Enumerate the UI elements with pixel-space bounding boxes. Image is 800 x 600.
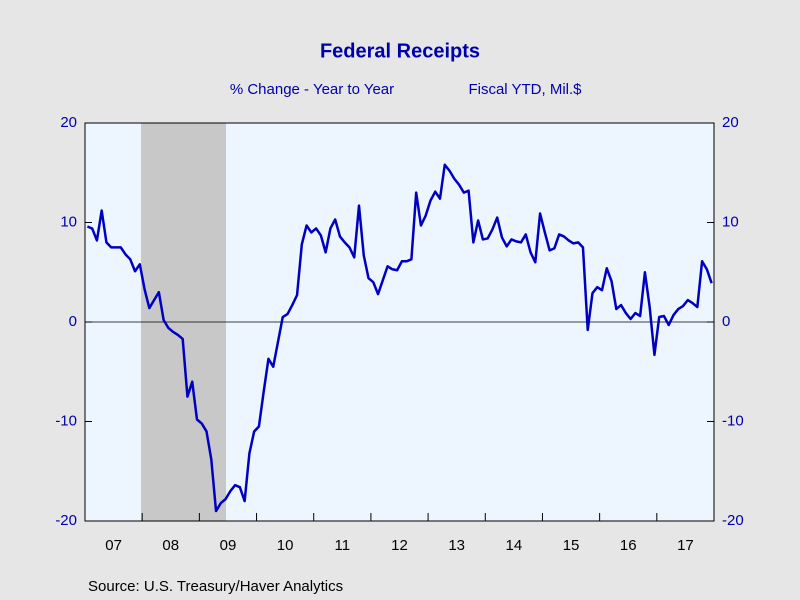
y-tick-label: -10 bbox=[55, 412, 77, 429]
plot-frame bbox=[84, 122, 715, 522]
y2-tick-label: -20 bbox=[722, 512, 744, 529]
x-tick-label: 16 bbox=[620, 537, 637, 554]
y2-tick-label: 10 bbox=[722, 213, 739, 230]
x-tick-label: 13 bbox=[448, 537, 465, 554]
x-tick-label: 14 bbox=[506, 537, 523, 554]
x-tick-label: 10 bbox=[277, 537, 294, 554]
y-tick-label: 20 bbox=[60, 114, 77, 131]
subtitle: Fiscal YTD, Mil.$ bbox=[468, 81, 582, 98]
chart-title: Federal Receipts bbox=[320, 40, 480, 62]
x-tick-label: 07 bbox=[105, 537, 122, 554]
x-tick-label: 09 bbox=[220, 537, 237, 554]
y-tick-label: -20 bbox=[55, 512, 77, 529]
x-tick-label: 12 bbox=[391, 537, 408, 554]
data-line bbox=[86, 163, 713, 513]
y2-tick-label: -10 bbox=[722, 412, 744, 429]
y-tick-label: 0 bbox=[69, 313, 77, 330]
x-tick-label: 17 bbox=[677, 537, 694, 554]
x-tick-label: 08 bbox=[162, 537, 179, 554]
y2-tick-label: 0 bbox=[722, 313, 730, 330]
subtitle: % Change - Year to Year bbox=[230, 81, 394, 98]
y2-tick-label: 20 bbox=[722, 114, 739, 131]
y-tick-label: 10 bbox=[60, 213, 77, 230]
x-tick-label: 15 bbox=[563, 537, 580, 554]
source: Source: U.S. Treasury/Haver Analytics bbox=[88, 578, 343, 595]
x-tick-label: 11 bbox=[335, 537, 351, 554]
